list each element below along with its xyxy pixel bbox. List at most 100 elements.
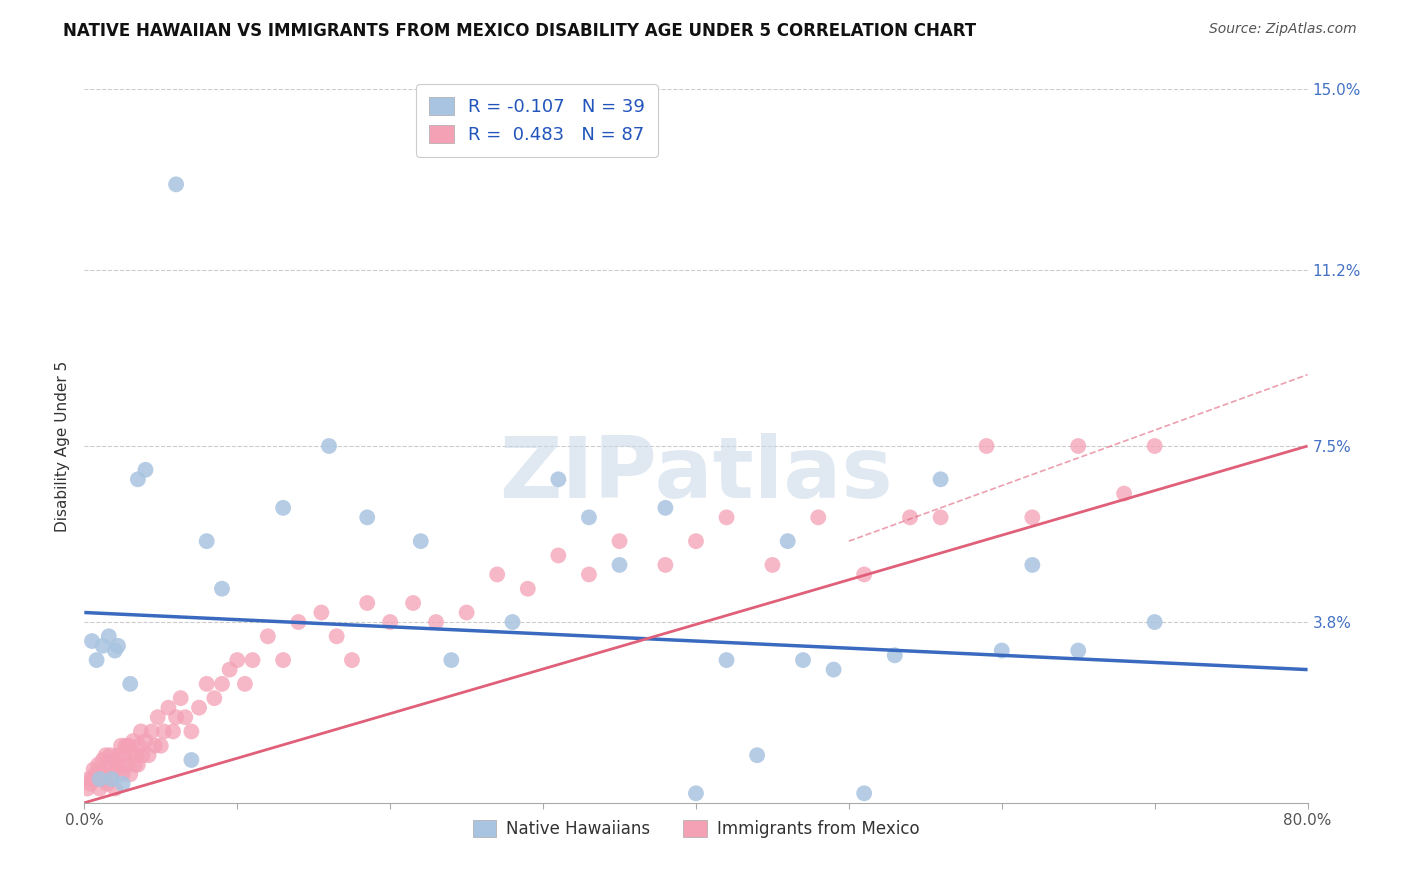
Point [115,757,138,772]
Point [271,500,294,515]
Point [685,534,707,549]
Point [128,739,150,753]
Point [716,653,738,667]
Point [110,739,132,753]
Point [257,629,280,643]
Point [84,767,107,781]
Point [211,677,233,691]
Point [1143,615,1166,629]
Point [96,777,118,791]
Y-axis label: Disability Age Under 5: Disability Age Under 5 [55,360,70,532]
Point [127,472,149,486]
Point [143,739,166,753]
Point [180,753,202,767]
Point [502,615,524,629]
Text: ZIPatlas: ZIPatlas [499,433,893,516]
Point [107,748,129,763]
Point [578,567,600,582]
Point [685,786,707,800]
Point [578,510,600,524]
Point [402,596,425,610]
Point [547,472,569,486]
Point [120,677,142,691]
Point [79,777,101,791]
Point [93,772,115,786]
Point [356,596,378,610]
Point [340,653,363,667]
Point [311,606,333,620]
Point [149,739,172,753]
Point [654,500,676,515]
Point [165,710,187,724]
Point [792,653,814,667]
Point [91,639,114,653]
Point [89,781,111,796]
Point [761,558,783,572]
Point [807,510,830,524]
Point [135,734,157,748]
Point [162,724,184,739]
Point [883,648,905,663]
Point [195,677,218,691]
Point [80,772,103,786]
Point [1067,439,1090,453]
Point [898,510,921,524]
Point [146,710,169,724]
Text: NATIVE HAWAIIAN VS IMMIGRANTS FROM MEXICO DISABILITY AGE UNDER 5 CORRELATION CHA: NATIVE HAWAIIAN VS IMMIGRANTS FROM MEXIC… [63,22,976,40]
Point [929,472,952,486]
Point [195,534,218,549]
Point [242,653,264,667]
Point [929,510,952,524]
Point [114,739,136,753]
Point [89,772,111,786]
Point [111,777,134,791]
Point [94,748,117,763]
Point [609,534,631,549]
Point [380,615,402,629]
Point [105,763,128,777]
Point [87,757,110,772]
Point [716,510,738,524]
Point [976,439,998,453]
Point [122,734,145,748]
Point [165,178,187,192]
Point [77,772,100,786]
Point [170,691,193,706]
Point [1021,558,1043,572]
Point [609,558,631,572]
Point [747,748,769,763]
Point [129,724,152,739]
Point [80,634,103,648]
Point [174,710,197,724]
Point [112,748,135,763]
Point [1143,439,1166,453]
Point [97,757,120,772]
Point [1021,510,1043,524]
Point [135,463,157,477]
Point [107,639,129,653]
Point [180,724,202,739]
Point [440,653,463,667]
Point [1114,486,1136,500]
Point [98,748,121,763]
Point [853,786,876,800]
Point [486,567,509,582]
Point [131,748,153,763]
Point [211,582,233,596]
Point [127,757,149,772]
Point [91,753,114,767]
Point [104,781,127,796]
Point [1067,643,1090,657]
Point [287,615,309,629]
Point [124,757,146,772]
Point [654,558,676,572]
Point [120,767,142,781]
Point [118,739,141,753]
Point [991,643,1014,657]
Point [104,643,127,657]
Point [233,677,256,691]
Point [90,763,112,777]
Point [121,748,143,763]
Point [271,653,294,667]
Point [101,772,124,786]
